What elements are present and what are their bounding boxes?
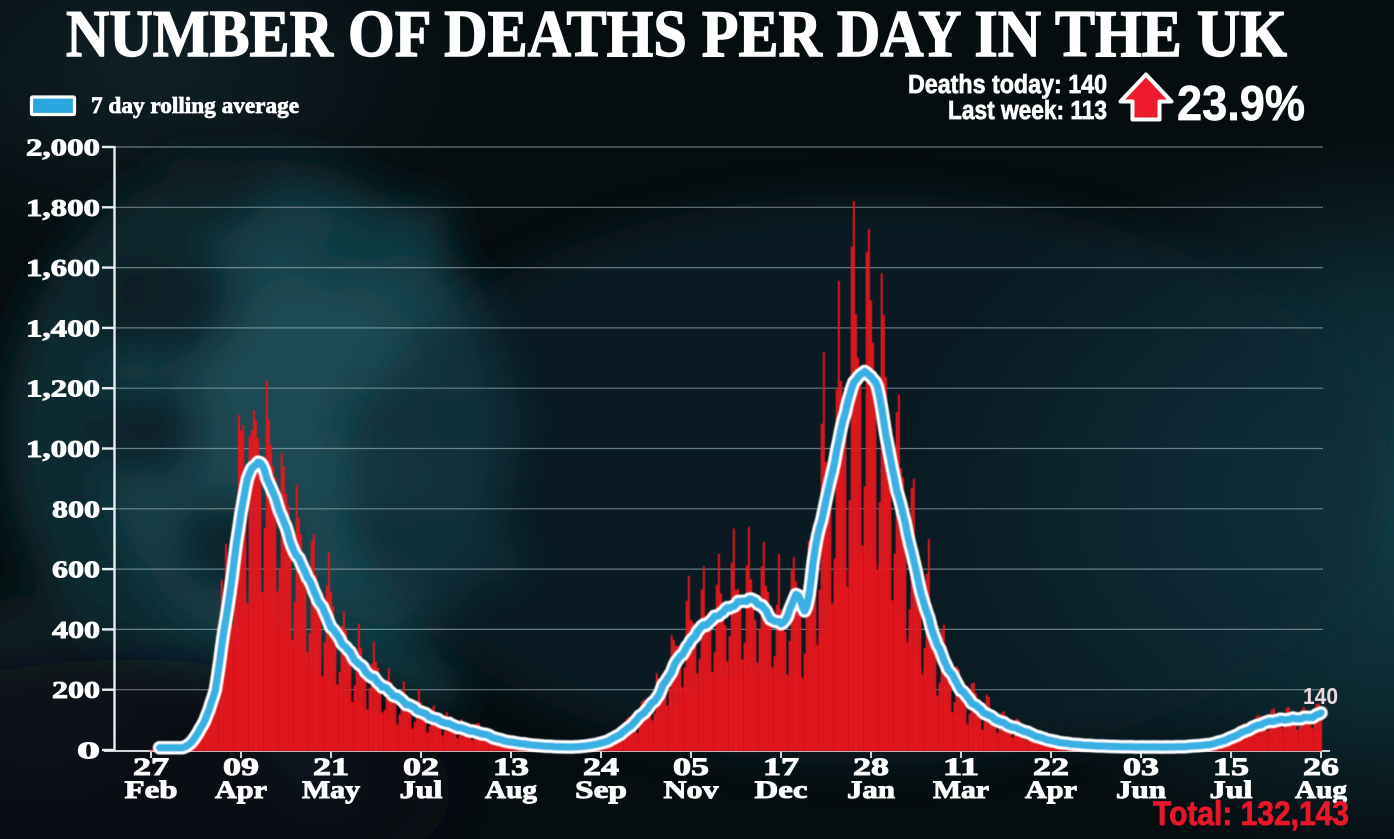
svg-text:Apr: Apr <box>215 775 267 804</box>
svg-text:02: 02 <box>403 752 439 781</box>
svg-text:Last week: 113: Last week: 113 <box>948 97 1107 125</box>
svg-text:2,000: 2,000 <box>26 135 100 162</box>
svg-text:23.9%: 23.9% <box>1177 77 1305 131</box>
svg-text:Feb: Feb <box>125 775 178 804</box>
svg-text:05: 05 <box>673 752 709 781</box>
svg-text:11: 11 <box>943 752 979 781</box>
svg-text:Mar: Mar <box>933 775 989 804</box>
svg-text:Dec: Dec <box>755 775 808 804</box>
svg-text:1,600: 1,600 <box>26 255 100 282</box>
svg-text:Aug: Aug <box>485 775 537 804</box>
svg-text:26: 26 <box>1303 752 1339 781</box>
svg-text:Total: 132,143: Total: 132,143 <box>1153 795 1349 833</box>
svg-text:03: 03 <box>1123 752 1159 781</box>
svg-text:Jan: Jan <box>847 775 895 804</box>
svg-text:Sep: Sep <box>575 775 627 804</box>
svg-text:Nov: Nov <box>664 775 719 804</box>
svg-text:24: 24 <box>583 752 619 781</box>
svg-text:200: 200 <box>52 677 100 704</box>
svg-text:7 day rolling average: 7 day rolling average <box>91 93 299 118</box>
svg-text:1,400: 1,400 <box>26 315 100 342</box>
svg-text:Jul: Jul <box>400 775 443 804</box>
svg-text:400: 400 <box>52 617 100 644</box>
svg-text:NUMBER OF DEATHS PER DAY IN TH: NUMBER OF DEATHS PER DAY IN THE UK <box>66 0 1287 71</box>
svg-text:May: May <box>302 775 360 804</box>
svg-text:21: 21 <box>313 752 349 781</box>
svg-text:1,800: 1,800 <box>26 195 100 222</box>
svg-text:600: 600 <box>52 557 100 584</box>
svg-text:Apr: Apr <box>1025 775 1077 804</box>
svg-text:0: 0 <box>77 738 100 765</box>
svg-text:Jul: Jul <box>1210 775 1253 804</box>
svg-text:13: 13 <box>493 752 529 781</box>
svg-text:1,200: 1,200 <box>26 376 100 403</box>
svg-text:22: 22 <box>1033 752 1069 781</box>
svg-text:28: 28 <box>853 752 889 781</box>
svg-text:Deaths today: 140: Deaths today: 140 <box>908 71 1107 99</box>
svg-text:1,000: 1,000 <box>26 436 100 463</box>
svg-text:800: 800 <box>52 496 100 523</box>
svg-text:15: 15 <box>1213 752 1249 781</box>
svg-text:27: 27 <box>133 752 169 781</box>
svg-text:Aug: Aug <box>1295 775 1347 804</box>
svg-text:140: 140 <box>1303 683 1338 709</box>
svg-text:09: 09 <box>223 752 259 781</box>
svg-text:Jun: Jun <box>1116 775 1166 804</box>
svg-text:17: 17 <box>763 752 799 781</box>
